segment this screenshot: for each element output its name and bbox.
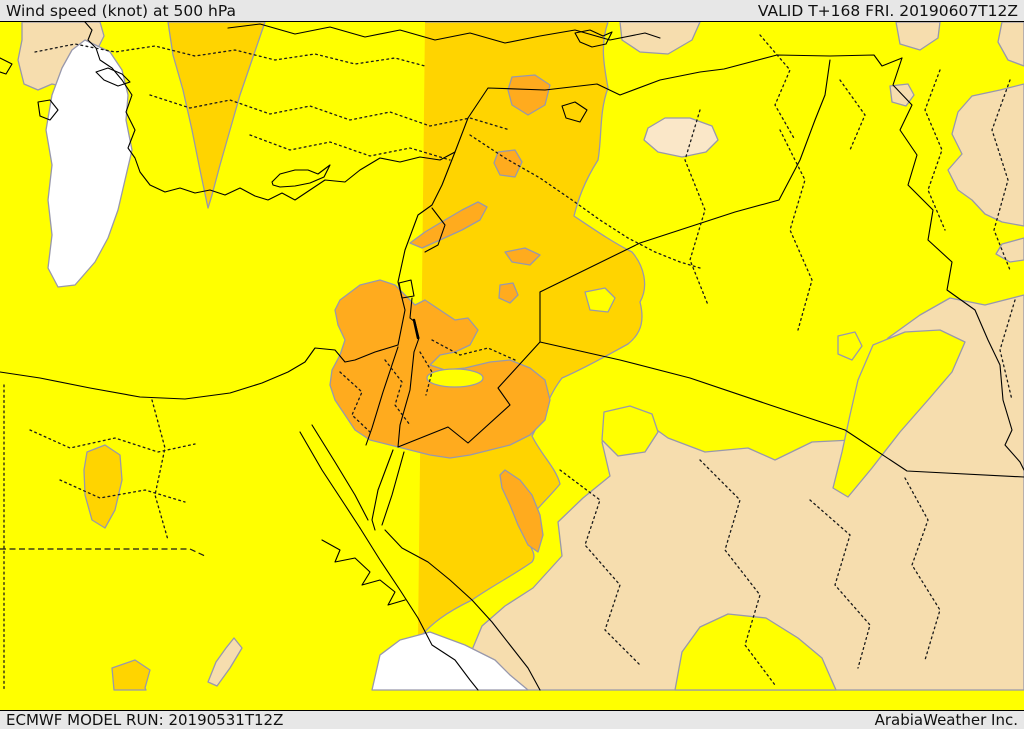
beige-egypt-sliver [207,637,243,687]
lake-turkey-2 [561,101,588,123]
dotted-egypt-1 [29,429,196,453]
dotted-saudi-3 [809,499,871,669]
calm-white-regions [45,39,529,691]
beige-ne-1 [895,22,941,51]
wind-band-gold [83,22,646,691]
coast-levant [397,151,456,346]
beige-ne-2 [997,22,1024,67]
header-bar: Wind speed (knot) at 500 hPa VALID T+168… [0,0,1024,22]
border-iran-iraq [892,57,1024,471]
admin-borders-dotted [0,34,1016,691]
beige-ne-5 [995,237,1024,263]
yellow-hole-3 [837,331,863,361]
weather-map [0,22,1024,710]
coast-gulf-aqaba-west [371,449,394,531]
dotted-iran-2 [991,79,1011,271]
dotted-iraq-1 [684,109,709,306]
lake-van [574,29,613,48]
coast-red-sea-egypt [359,527,479,691]
orange-redsea-tail [499,469,544,553]
coast-marmara-detail [95,67,131,87]
yellow-hole-orange [426,368,484,388]
white-aegean [45,39,133,288]
dotted-nsaudi [431,339,516,361]
yellow-tongue-east [832,329,966,498]
dotted-saudi-1 [559,469,641,666]
dashed-egypt-sudan [0,548,206,557]
coast-black-sea [227,23,661,44]
dotted-iraq-2 [779,129,813,331]
yellow-hole-2 [674,613,837,691]
island-cyprus [271,164,331,188]
orange-main-core [329,279,551,459]
border-turkey-syria-iraq [454,54,903,153]
yellow-holes-in-beige [601,329,966,691]
dotted-ne-1 [759,34,796,141]
dotted-iran-3 [999,299,1016,401]
brand-label: ArabiaWeather Inc. [874,711,1018,729]
yellow-hole-gold [584,287,616,313]
dotted-egypt-2 [59,479,186,503]
yellow-holes-in-gold [426,287,616,388]
map-canvas [0,22,1024,710]
dotted-saudi-4 [904,477,941,661]
border-iraq-saudi [539,341,1024,478]
dotted-turkey-3 [249,134,451,161]
dotted-syria [469,134,701,269]
yellow-hole-1 [601,405,659,457]
white-red-sea [371,631,529,691]
border-israel-jordan-arava [397,351,415,448]
coast-turkey-south-aegean [84,22,456,201]
dotted-delta-2 [384,359,411,426]
dotted-turkey-1 [34,43,426,67]
coast-north-africa [0,344,399,400]
border-syria-iraq [539,59,831,293]
coast-gulf-aqaba-east [381,451,405,526]
footer-bar: ECMWF MODEL RUN: 20190531T12Z ArabiaWeat… [0,710,1024,729]
dead-sea [412,318,420,340]
gold-bottom-blob [111,659,151,691]
coast-gulf-suez-west [299,431,361,529]
coastlines-and-borders [0,22,1024,691]
model-run-label: ECMWF MODEL RUN: 20190531T12Z [6,711,284,729]
gold-egypt-blob [83,444,123,529]
dotted-saudi-2 [699,459,776,686]
valid-time-label: VALID T+168 FRI. 20190607T12Z [757,1,1018,20]
map-title: Wind speed (knot) at 500 hPa [6,1,237,20]
coast-red-sea-saudi [384,529,541,691]
orange-lebanon-ridge [409,201,488,249]
coast-greece-bit [0,57,13,75]
coast-gulf-suez-east [311,424,369,521]
gold-main-mass [417,22,646,641]
wind-band-orange [329,74,551,553]
border-israel-details [398,279,415,299]
red-sea-islands [321,539,406,606]
orange-damascus-blob [504,247,541,266]
border-syria-lebanon [424,207,446,253]
orange-turkey-blob-2 [493,149,523,178]
border-israel-egypt [365,346,399,446]
orange-small-blob [498,282,519,304]
island-rhodes [37,99,59,121]
dotted-turkey-2 [149,94,511,131]
dotted-ne-2 [839,79,866,151]
dotted-delta-1 [339,371,371,433]
orange-turkey-blob-1 [507,74,551,116]
gold-tongue-nw [167,22,266,209]
dotted-egypt-3 [151,399,169,541]
beige-light-blob [643,117,719,158]
